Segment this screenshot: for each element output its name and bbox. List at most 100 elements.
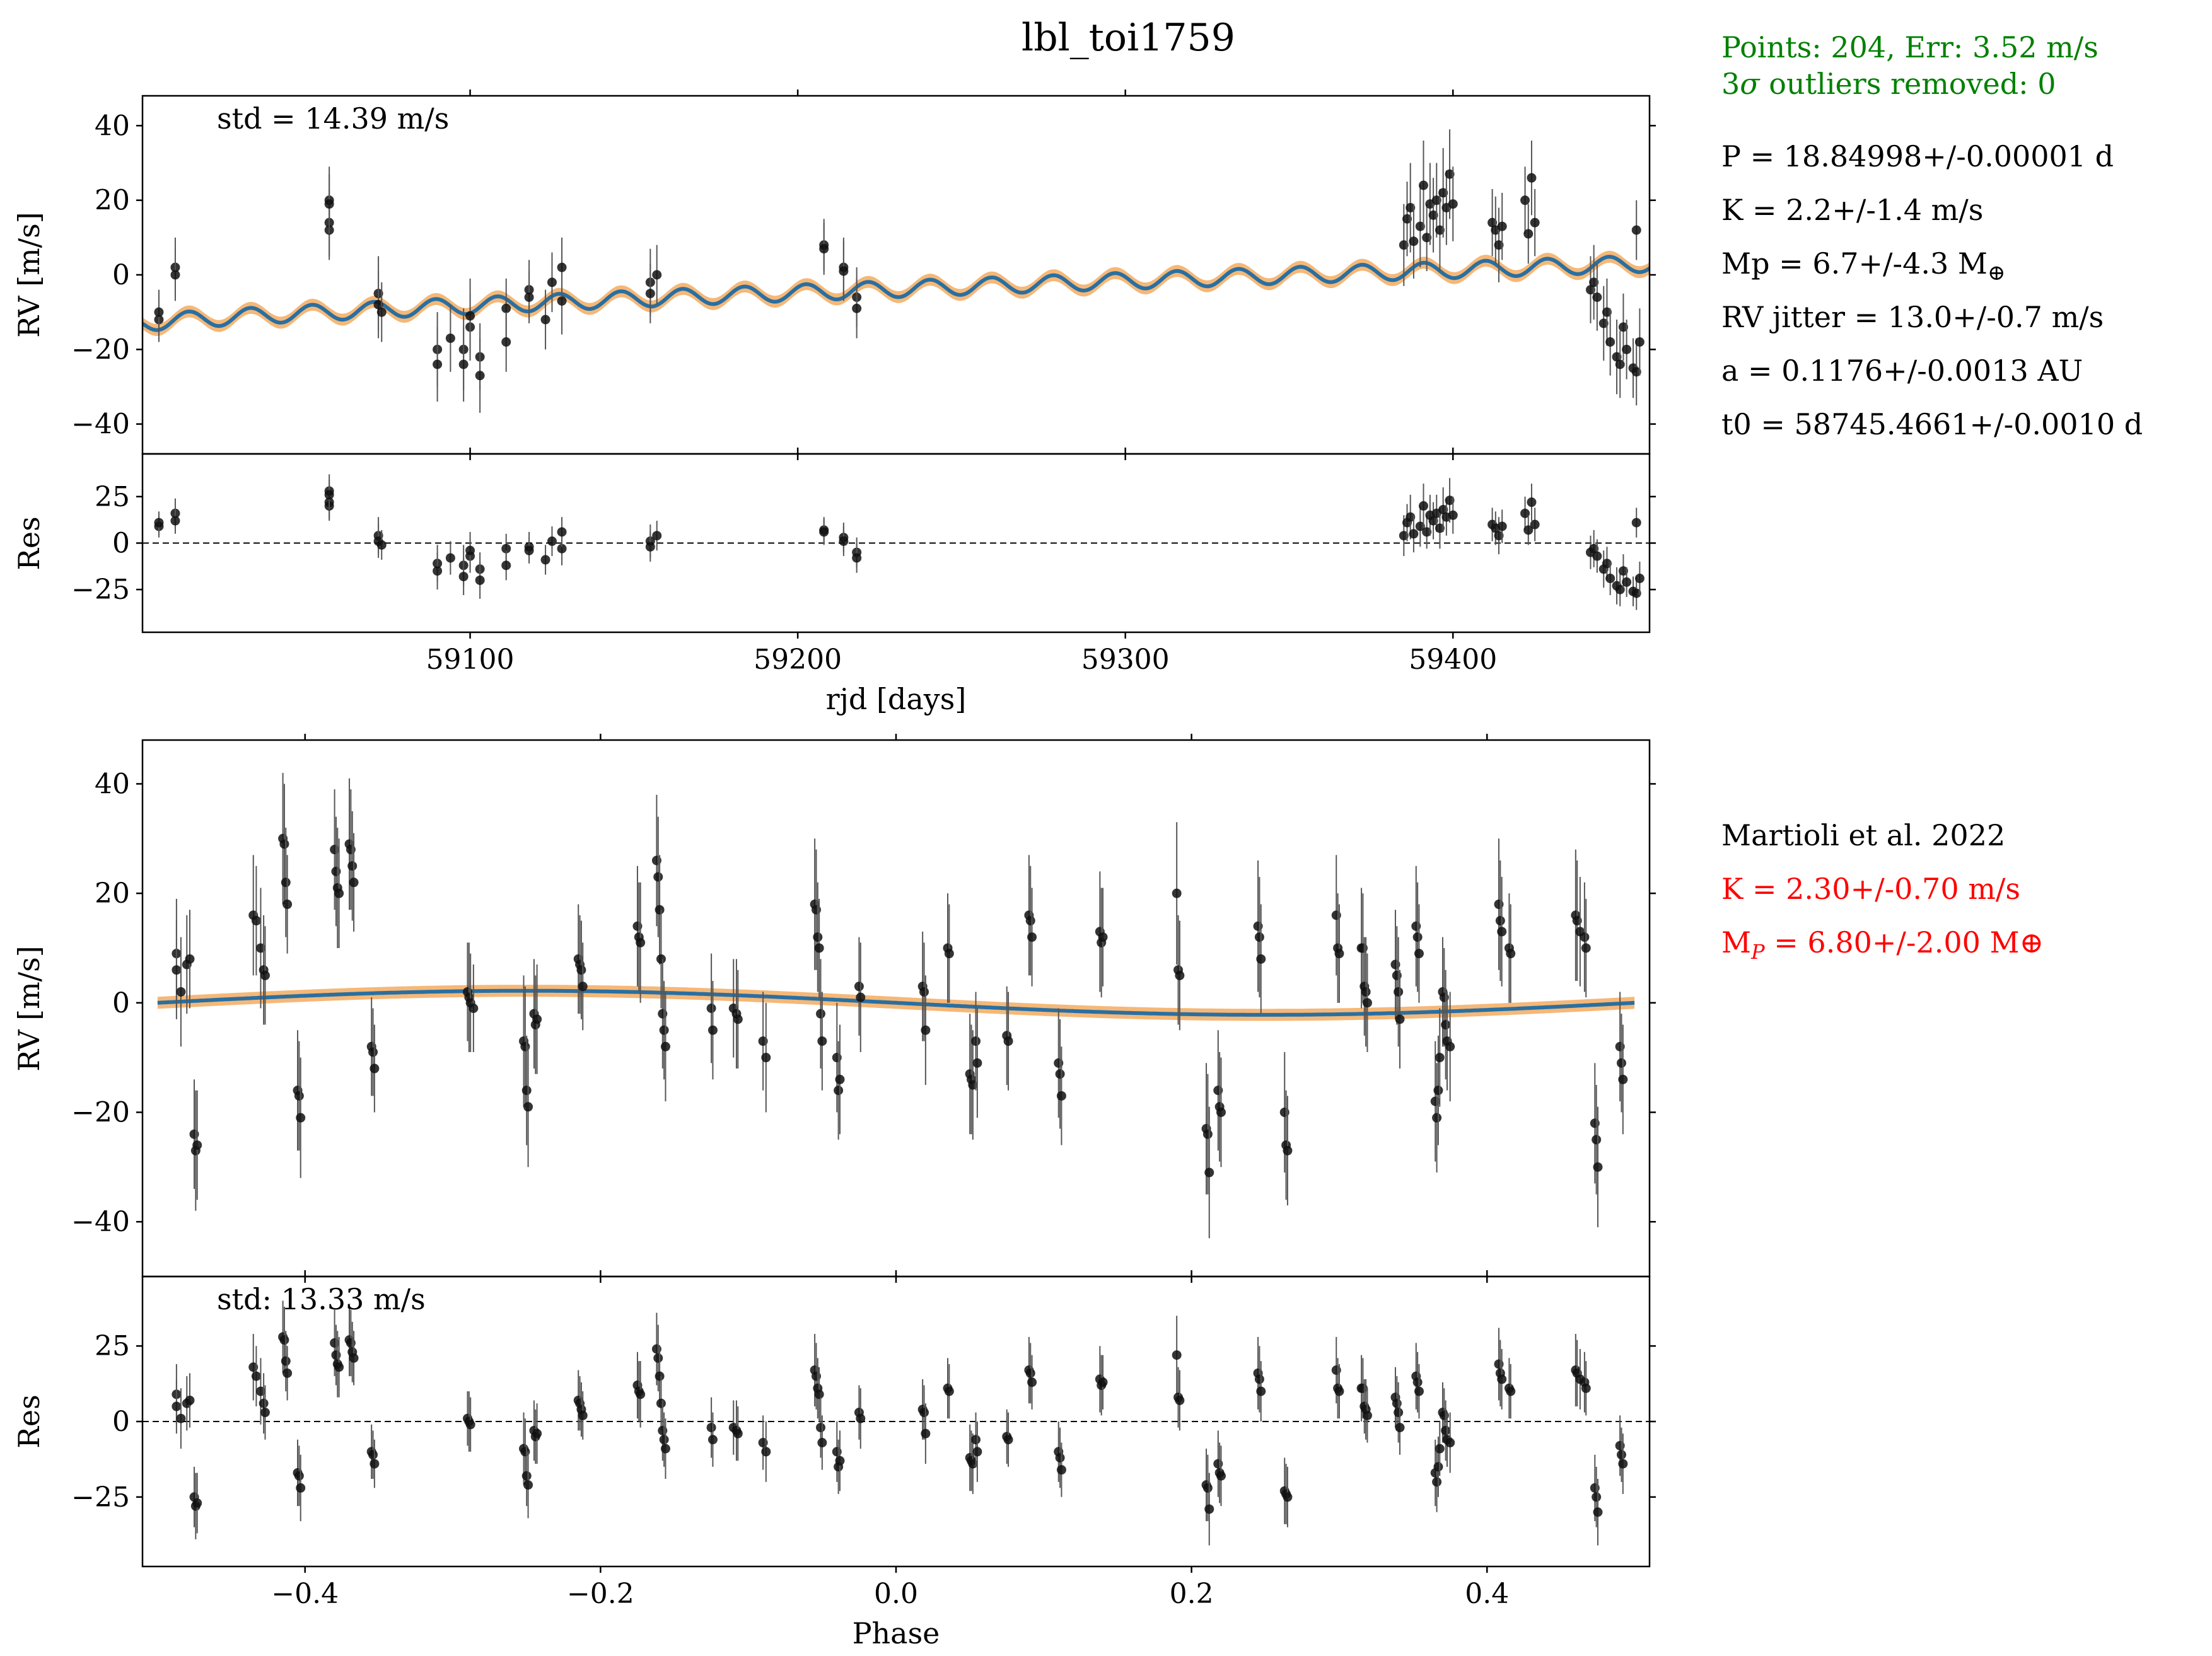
data-marker (282, 900, 293, 910)
data-point (458, 558, 469, 596)
data-marker (1598, 318, 1609, 328)
data-marker (349, 1353, 359, 1363)
data-point (334, 1336, 344, 1398)
x-tick-label: 0.4 (1465, 1578, 1509, 1610)
data-point (296, 1454, 306, 1522)
data-point (1431, 163, 1441, 238)
data-point (656, 1376, 666, 1431)
data-point (1631, 576, 1641, 610)
data-marker (501, 543, 511, 553)
outliers-text: outliers removed: 0 (1759, 67, 2056, 101)
data-point (524, 537, 534, 564)
data-marker (376, 540, 387, 550)
data-point (282, 1346, 293, 1401)
data-marker (1435, 1053, 1445, 1063)
data-marker (524, 292, 534, 302)
data-point (1631, 200, 1641, 260)
data-point (1412, 882, 1423, 992)
data-marker (1419, 180, 1428, 190)
x-tick-label: −0.2 (567, 1578, 634, 1610)
y-tick-label: 20 (95, 185, 130, 217)
data-marker (475, 575, 485, 585)
data-marker (761, 1053, 771, 1063)
data-point (1003, 1412, 1013, 1467)
data-marker (170, 270, 180, 280)
data-point (465, 278, 475, 354)
data-point (636, 1361, 646, 1428)
data-point (501, 312, 511, 372)
data-marker (1445, 495, 1455, 506)
data-point (656, 910, 666, 1009)
data-point (1214, 1051, 1225, 1162)
data-marker (1172, 888, 1182, 898)
y-tick-label: −25 (71, 1481, 130, 1514)
reference-mp-prefix: M (1721, 925, 1752, 959)
data-point (1256, 1361, 1266, 1421)
data-marker (660, 1041, 670, 1051)
data-marker (1618, 322, 1628, 332)
y-axis-label: Res (12, 516, 46, 570)
data-marker (1618, 1459, 1628, 1469)
data-point (523, 1451, 533, 1519)
data-marker (1003, 1435, 1013, 1445)
data-marker (1428, 516, 1438, 526)
data-point (282, 855, 293, 954)
data-marker (733, 1428, 743, 1439)
y-axis-label: RV [m/s] (12, 946, 46, 1071)
param-semi-amplitude: K = 2.2+/-1.4 m/s (1721, 193, 1984, 227)
data-marker (1634, 574, 1644, 584)
data-marker (251, 1371, 261, 1381)
data-point (347, 811, 358, 921)
data-marker (1409, 529, 1419, 539)
y-tick-label: −40 (71, 408, 130, 441)
plot-area (143, 1300, 1650, 1546)
data-marker (296, 1113, 306, 1123)
data-marker (1622, 577, 1632, 587)
data-marker (1025, 916, 1035, 926)
data-marker (1527, 173, 1537, 183)
data-marker (1592, 551, 1602, 561)
data-point (856, 1388, 866, 1449)
data-point (1593, 1106, 1603, 1227)
data-point (1592, 263, 1602, 331)
x-axis-label: Phase (853, 1616, 940, 1650)
data-marker (1204, 1504, 1214, 1514)
data-marker (1175, 970, 1185, 980)
data-marker (1204, 1167, 1214, 1178)
data-marker (1362, 1410, 1372, 1420)
earth-symbol: ⊕ (1987, 260, 2006, 286)
data-point (1497, 509, 1507, 543)
data-point (1618, 1024, 1628, 1135)
data-point (1395, 970, 1405, 1069)
data-marker (972, 1447, 982, 1457)
data-point (707, 981, 718, 1080)
data-point (376, 282, 387, 342)
data-point (972, 1008, 982, 1118)
data-point (1618, 1433, 1628, 1494)
data-point (294, 1041, 304, 1151)
data-point (921, 1403, 931, 1464)
data-marker (919, 987, 929, 997)
data-marker (1494, 240, 1504, 250)
y-tick-label: 0 (112, 1406, 130, 1438)
data-point (660, 992, 670, 1102)
data-marker (547, 536, 557, 547)
data-marker (1435, 523, 1445, 533)
data-marker (814, 943, 824, 953)
data-point (475, 561, 485, 599)
data-marker (324, 199, 334, 209)
data-point (1254, 877, 1264, 998)
data-marker (334, 1362, 344, 1372)
data-marker (921, 1025, 931, 1035)
data-point (1334, 904, 1344, 1003)
data-marker (971, 1435, 981, 1445)
data-marker (1055, 1069, 1065, 1079)
data-marker (334, 888, 344, 898)
data-point (1520, 166, 1530, 234)
data-point (1580, 1352, 1590, 1413)
panel-time-rv: −40 −20 0 20 40 RV [m/s] std = 14.39 m/s (12, 90, 1656, 460)
model-curve (143, 255, 1650, 332)
data-marker (1631, 588, 1641, 598)
data-marker (445, 553, 455, 563)
data-point (172, 1379, 182, 1434)
